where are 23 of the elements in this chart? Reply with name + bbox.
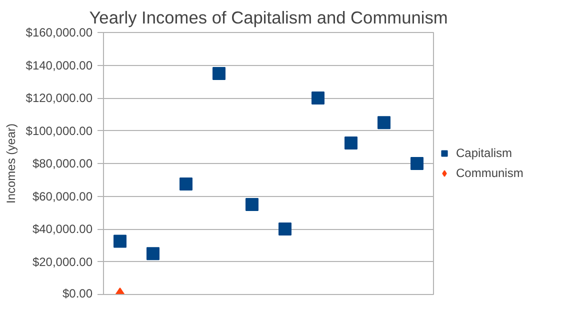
- point: [180, 177, 192, 190]
- chart-title: Yearly Incomes of Capitalism and Communism: [89, 8, 448, 28]
- y-tick-label: $120,000.00: [26, 91, 93, 105]
- y-tick-label: $160,000.00: [26, 26, 93, 40]
- y-tick-label: $0.00: [62, 286, 93, 300]
- point: [410, 157, 424, 170]
- y-tick-label: $100,000.00: [26, 124, 93, 138]
- y-tick-label: $80,000.00: [32, 156, 93, 170]
- y-tick-label: $140,000.00: [26, 58, 93, 72]
- point: [212, 66, 226, 80]
- point: [278, 222, 292, 236]
- point: [246, 198, 258, 211]
- point: [344, 136, 358, 150]
- y-tick-label: $40,000.00: [32, 222, 93, 236]
- point: [312, 92, 324, 104]
- y-tick-label: $20,000.00: [32, 254, 93, 269]
- point: [114, 234, 126, 248]
- y-axis-title: Incomes (year): [4, 123, 18, 204]
- y-tick-label: $60,000.00: [32, 189, 93, 204]
- legend-label: Capitalism: [456, 146, 512, 160]
- legend-label: Communism: [456, 166, 524, 180]
- point: [378, 116, 390, 130]
- point: [146, 247, 160, 260]
